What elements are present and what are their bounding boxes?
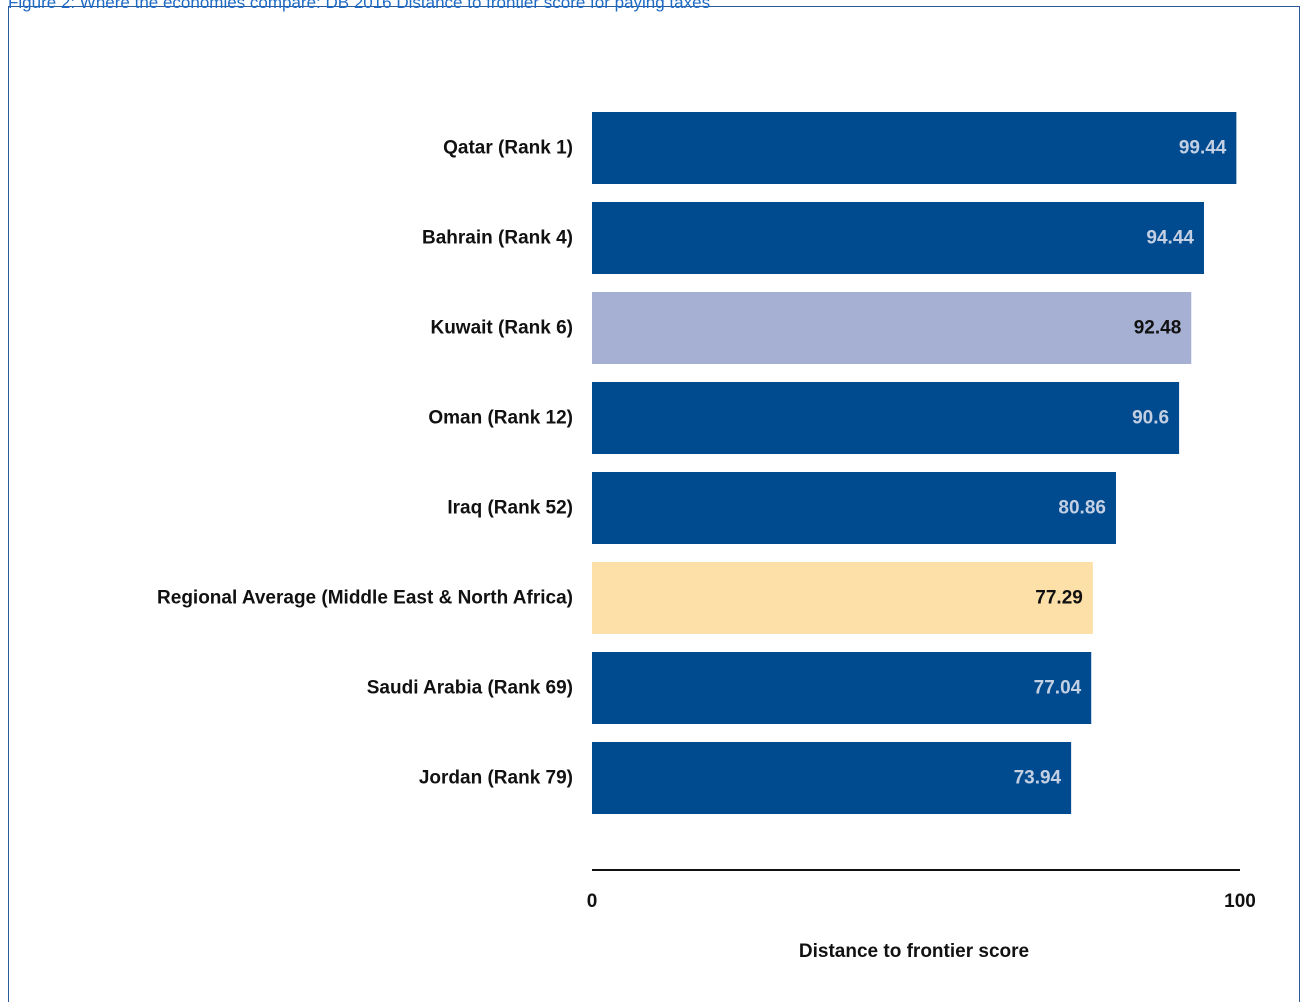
category-label: Saudi Arabia (Rank 69)	[367, 678, 573, 699]
bar-value-label: 99.44	[1179, 138, 1227, 159]
bar-value-label: 80.86	[1058, 498, 1106, 519]
bar	[592, 742, 1072, 814]
category-label: Oman (Rank 12)	[428, 408, 573, 429]
bar	[592, 382, 1180, 454]
bar	[592, 562, 1093, 634]
x-tick-label-min: 0	[587, 891, 598, 912]
category-label: Kuwait (Rank 6)	[430, 318, 573, 339]
x-axis-title: Distance to frontier score	[799, 941, 1029, 962]
bar-value-label: 77.29	[1035, 588, 1083, 609]
figure-caption: Figure 2: Where the economies compare: D…	[8, 0, 711, 12]
bar-value-label: 77.04	[1034, 678, 1082, 699]
bar-value-label: 90.6	[1132, 408, 1169, 429]
bar-value-label: 92.48	[1134, 318, 1182, 339]
category-label: Regional Average (Middle East & North Af…	[157, 588, 573, 609]
labels-layer: Qatar (Rank 1) 99.44 Bahrain (Rank 4) 94.44…	[157, 138, 1227, 789]
bar	[592, 652, 1092, 724]
bar	[592, 202, 1204, 274]
figure-frame	[8, 6, 1300, 1002]
category-label: Qatar (Rank 1)	[443, 138, 573, 159]
x-tick-label-max: 100	[1224, 891, 1256, 912]
bar-value-label: 73.94	[1014, 768, 1062, 789]
category-label: Iraq (Rank 52)	[447, 498, 573, 519]
bar	[592, 292, 1192, 364]
bar-value-label: 94.44	[1146, 228, 1194, 249]
x-axis: 0 100 Distance to frontier score	[587, 869, 1256, 962]
bars-layer	[592, 112, 1237, 814]
bar	[592, 472, 1116, 544]
category-label: Jordan (Rank 79)	[419, 768, 573, 789]
bar	[592, 112, 1237, 184]
category-label: Bahrain (Rank 4)	[422, 228, 573, 249]
